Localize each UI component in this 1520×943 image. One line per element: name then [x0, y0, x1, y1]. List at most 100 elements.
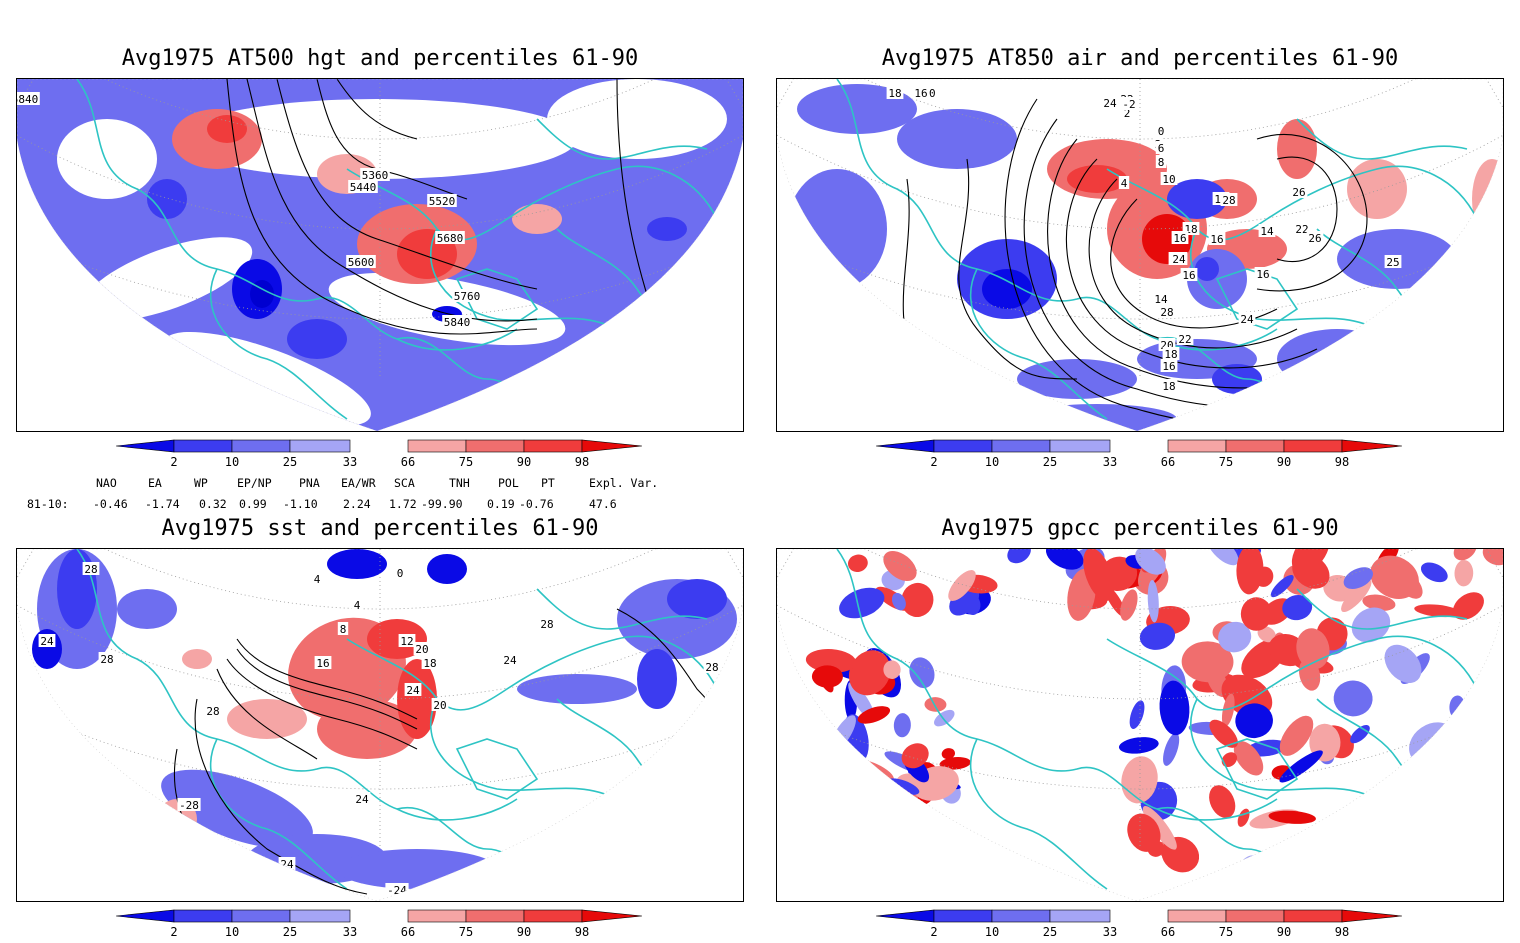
contour-label: 20: [433, 699, 446, 712]
anomaly-region: [397, 659, 437, 739]
anomaly-region: [637, 649, 677, 709]
legend-label: 10: [225, 925, 239, 939]
contour-line: [958, 158, 1078, 380]
color-legend-hgt: 2 10 25 33 66 75 90 98: [115, 439, 646, 469]
legend-label: 90: [1277, 925, 1291, 939]
map-panel-air: 18202224162-2026841012181614163028262226…: [776, 78, 1504, 432]
legend-swatch: [1049, 909, 1111, 923]
contour-label-bg: [98, 652, 116, 665]
anomaly-region: [427, 554, 467, 584]
contour-label: 24: [406, 684, 420, 697]
contour-label: 25: [1386, 256, 1399, 269]
contour-label: 5600: [348, 256, 375, 269]
legend-swatch: [1283, 909, 1343, 923]
contour-line: [194, 698, 368, 895]
anomaly-region: [161, 769, 313, 849]
contour-label-bg: [1220, 193, 1238, 206]
coastline: [346, 635, 718, 711]
anomaly-region: [1221, 693, 1235, 727]
anomaly-region: [1159, 680, 1190, 736]
anomaly-region: [1350, 848, 1388, 888]
anomaly-region: [1268, 810, 1316, 824]
anomaly-region: [81, 237, 253, 321]
anomaly-region: [941, 748, 955, 760]
anomaly-region: [1163, 732, 1180, 766]
index-header-explvar: Expl. Var.: [589, 476, 659, 490]
anomaly-region: [327, 549, 387, 579]
index-header-wp: WP: [194, 476, 208, 490]
contour-line: [1256, 133, 1368, 292]
index-header-pt: PT: [541, 476, 555, 490]
legend-label: 2: [930, 455, 937, 469]
legend-swatch: [407, 909, 467, 923]
anomaly-region: [805, 649, 857, 673]
anomaly-region: [802, 776, 828, 810]
anomaly-region: [1333, 680, 1373, 717]
anomaly-region: [1209, 719, 1238, 748]
contour-line: [236, 638, 418, 720]
contour-label: 5840: [648, 359, 675, 372]
anomaly-region: [844, 790, 875, 819]
contour-label-bg: [82, 562, 100, 575]
contour-label-bg: [1160, 379, 1178, 392]
legend-label: 98: [575, 925, 589, 939]
legend-swatch: [523, 909, 583, 923]
contour-label: 24: [355, 793, 369, 806]
contour-label-bg: [1118, 176, 1130, 189]
legend-label: 33: [1103, 925, 1117, 939]
contour-label: 12: [400, 635, 413, 648]
contour-label: 16: [1476, 258, 1489, 271]
contour-label: 24: [1172, 253, 1186, 266]
contour-label: 16: [1162, 360, 1175, 373]
contour-line: [1110, 198, 1278, 329]
anomaly-region: [797, 740, 842, 775]
contour-label-bg: [394, 566, 406, 579]
legend-arrow-low: [875, 439, 935, 453]
anomaly-region: [647, 217, 687, 241]
anomaly-region: [1240, 597, 1273, 631]
contour-label-bg: [1474, 257, 1492, 270]
panel-title-air: Avg1975 AT850 air and percentiles 61-90: [881, 46, 1399, 71]
legend-arrow-low: [115, 909, 175, 923]
anomaly-region: [1452, 592, 1484, 620]
contour-label-bg: [348, 180, 378, 193]
contour-label-bg: [1162, 347, 1180, 360]
coastline: [836, 549, 1278, 821]
anomaly-region: [1330, 813, 1345, 833]
legend-label: 33: [1103, 455, 1117, 469]
contour-label: 4: [1121, 177, 1128, 190]
index-value-eawr: 2.24: [343, 497, 371, 511]
anomaly-region: [1236, 549, 1264, 595]
coastline: [346, 165, 718, 241]
contour-label: 28: [705, 661, 718, 674]
color-legend-sst: 2 10 25 33 66 75 90 98: [115, 909, 646, 939]
contour-label-bg: [435, 231, 465, 244]
contour-line: [336, 79, 418, 140]
contour-label-bg: [1120, 97, 1138, 110]
anomaly-region: [883, 660, 901, 680]
index-row-label: 81-10:: [27, 497, 69, 511]
anomaly-region: [1277, 119, 1317, 179]
coastline: [969, 738, 1108, 890]
contour-label-bg: [1155, 141, 1167, 154]
contour-label-bg: [538, 617, 556, 630]
anomaly-region: [792, 721, 820, 751]
anomaly-region: [1218, 621, 1252, 653]
contour-label-bg: [442, 315, 472, 328]
anomaly-region: [1235, 703, 1273, 739]
anomaly-region: [537, 409, 577, 431]
contour-label: 14: [1260, 225, 1274, 238]
legend-label: 98: [1335, 925, 1349, 939]
contour-label: 28: [1160, 306, 1173, 319]
contour-label-bg: [1408, 320, 1426, 333]
legend-swatch: [231, 909, 291, 923]
anomaly-region: [1007, 549, 1031, 564]
contour-label: 22: [1178, 333, 1191, 346]
legend-label: 2: [170, 925, 177, 939]
anomaly-region: [337, 849, 497, 889]
anomaly-region: [182, 649, 212, 669]
contour-label-bg: [1160, 359, 1178, 372]
anomaly-region: [1362, 594, 1396, 611]
legend-label: 66: [401, 925, 415, 939]
